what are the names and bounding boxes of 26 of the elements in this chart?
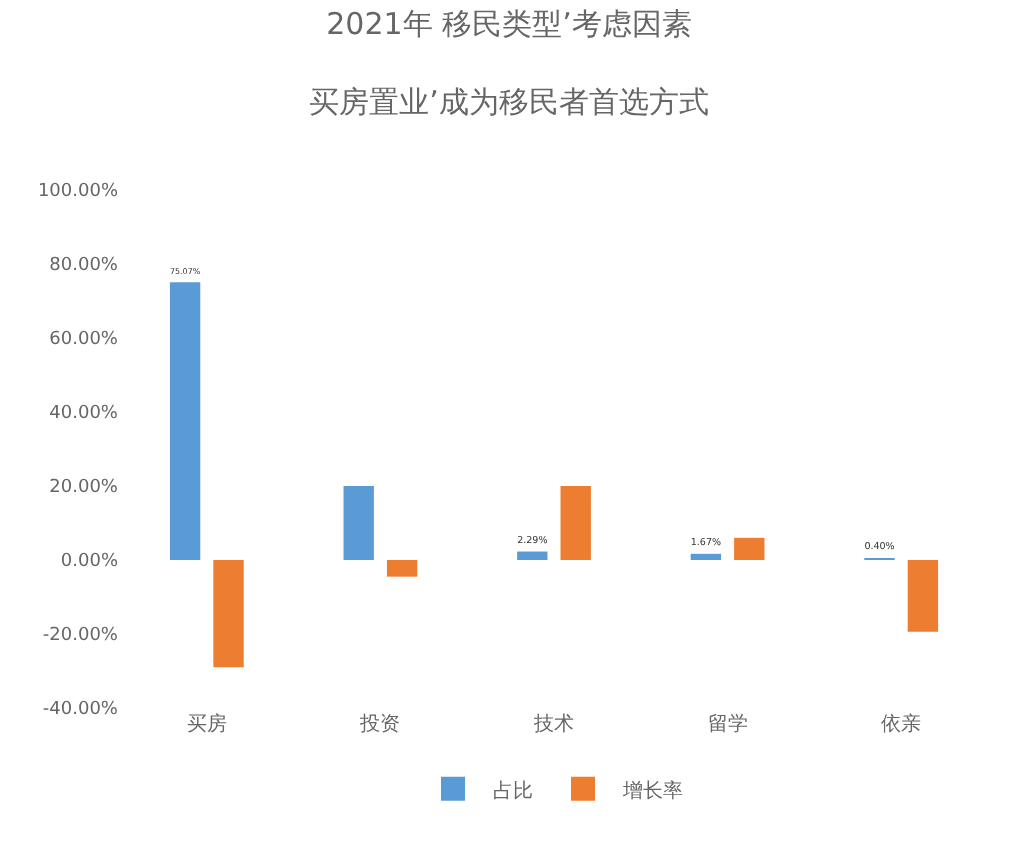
y-tick-label: 100.00% — [37, 182, 119, 203]
bar — [386, 560, 418, 577]
bar — [213, 560, 244, 668]
bar — [734, 537, 765, 560]
bar — [169, 282, 201, 560]
y-tick-label: 60.00% — [49, 330, 119, 351]
x-tick-label: 依亲 — [881, 712, 922, 736]
y-tick-label: 0.00% — [60, 552, 119, 573]
y-tick-label: -20.00% — [42, 626, 119, 647]
bar — [907, 560, 939, 632]
x-tick-label: 留学 — [707, 712, 748, 736]
bar — [560, 486, 591, 560]
x-tick-label: 买房 — [186, 712, 227, 736]
bar — [517, 551, 548, 560]
chart-subtitle: 买房置业’成为移民者首选方式 — [309, 83, 709, 120]
y-tick-label: 40.00% — [49, 404, 119, 425]
y-tick-label: 80.00% — [49, 256, 119, 277]
x-tick-label: 技术 — [532, 712, 574, 736]
bar — [343, 486, 374, 560]
legend-label: 增长率 — [621, 778, 683, 803]
chart-title: 2021年 移民类型’考虑因素 — [326, 5, 692, 42]
y-tick-label: -40.00% — [42, 700, 119, 721]
bar — [690, 553, 722, 560]
legend-label: 占比 — [493, 778, 533, 803]
y-tick-label: 20.00% — [49, 478, 119, 499]
x-tick-label: 投资 — [358, 712, 401, 736]
